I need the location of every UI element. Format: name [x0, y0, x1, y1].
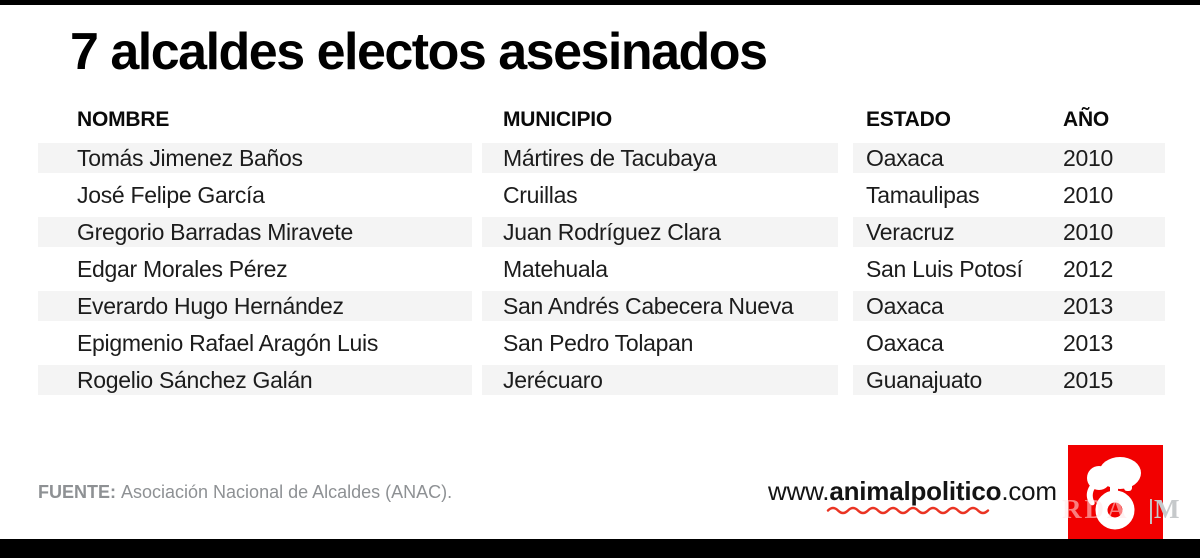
source-text: Asociación Nacional de Alcaldes (ANAC).: [121, 482, 453, 502]
cell-ano: 2010: [1063, 181, 1113, 208]
cell-nombre: Edgar Morales Pérez: [77, 255, 288, 282]
cell-nombre: Everardo Hugo Hernández: [38, 291, 472, 321]
cell-nombre: Gregorio Barradas Miravete: [38, 217, 472, 247]
column-header-ano: AÑO: [1063, 108, 1110, 131]
table-row: Gregorio Barradas Miravete Juan Rodríguez…: [0, 217, 1200, 247]
cell-nombre: Tomás Jimenez Baños: [38, 143, 472, 173]
table-row: José Felipe García Cruillas Tamaulipas 2010: [0, 180, 1200, 210]
table-row: Edgar Morales Pérez Matehuala San Luis Pot…: [0, 254, 1200, 284]
cell-estado: Veracruz: [866, 218, 955, 245]
cell-ano: 2013: [1063, 329, 1113, 356]
top-black-bar: [0, 0, 1200, 5]
cell-municipio: San Andrés Cabecera Nueva: [482, 291, 838, 321]
column-header-estado: ESTADO: [866, 108, 951, 131]
cell-municipio: Cruillas: [503, 181, 578, 208]
cell-estado: Tamaulipas: [866, 181, 980, 208]
page-title: 7 alcaldes electos asesinados: [70, 23, 768, 81]
elephant-on-ball-icon: [1086, 457, 1141, 530]
table-row: Epigmenio Rafael Aragón Luis San Pedro To…: [0, 328, 1200, 358]
cell-ano: 2015: [1063, 366, 1113, 393]
website-suffix: .com: [1001, 476, 1057, 506]
cell-estado-ano: Oaxaca 2013: [853, 291, 1165, 321]
website-url: www.animalpolitico.com: [768, 476, 1057, 507]
cell-estado-ano: Oaxaca 2013: [853, 328, 1165, 358]
cell-estado: Oaxaca: [866, 292, 944, 319]
cell-ano: 2010: [1063, 144, 1113, 171]
watermark-text-on-white: |M: [1148, 494, 1180, 524]
cell-estado-ano: San Luis Potosí 2012: [853, 254, 1165, 284]
cell-municipio: Jerécuaro: [482, 365, 838, 395]
website-brand: animalpolitico: [829, 476, 1002, 506]
cell-estado-ano: Tamaulipas 2010: [853, 180, 1165, 210]
table-row: Rogelio Sánchez Galán Jerécuaro Guanajuato…: [0, 365, 1200, 395]
cell-ano: 2012: [1063, 255, 1113, 282]
cell-estado: Oaxaca: [866, 144, 944, 171]
cell-municipio: Matehuala: [503, 255, 608, 282]
cell-ano: 2013: [1063, 292, 1113, 319]
table-row: Everardo Hugo Hernández San Andrés Cabece…: [0, 291, 1200, 321]
cell-estado: Guanajuato: [866, 366, 982, 393]
source-line: FUENTE: Asociación Nacional de Alcaldes (…: [38, 482, 452, 503]
cell-estado-ano: Oaxaca 2010: [853, 143, 1165, 173]
cell-municipio: San Pedro Tolapan: [503, 329, 694, 356]
red-squiggle-underline: [826, 506, 990, 515]
cell-nombre: José Felipe García: [77, 181, 265, 208]
column-header-municipio: MUNICIPIO: [503, 108, 613, 131]
cell-nombre: Rogelio Sánchez Galán: [38, 365, 472, 395]
cell-estado-ano: Veracruz 2010: [853, 217, 1165, 247]
website-prefix: www.: [768, 476, 830, 506]
cell-estado: Oaxaca: [866, 329, 944, 356]
table-row: Tomás Jimenez Baños Mártires de Tacubaya O…: [0, 143, 1200, 173]
bottom-black-bar: [0, 539, 1200, 558]
watermark-text-on-red: RDA: [1062, 494, 1130, 524]
column-header-nombre: NOMBRE: [77, 108, 170, 131]
source-label: FUENTE:: [38, 482, 116, 502]
cell-estado-ano: Guanajuato 2015: [853, 365, 1165, 395]
animal-politico-logo: [1068, 445, 1163, 539]
cell-ano: 2010: [1063, 218, 1113, 245]
cell-nombre: Epigmenio Rafael Aragón Luis: [77, 329, 379, 356]
cell-estado: San Luis Potosí: [866, 255, 1023, 282]
table-rows: Tomás Jimenez Baños Mártires de Tacubaya O…: [0, 143, 1200, 403]
cell-municipio: Mártires de Tacubaya: [482, 143, 838, 173]
cell-municipio: Juan Rodríguez Clara: [482, 217, 838, 247]
